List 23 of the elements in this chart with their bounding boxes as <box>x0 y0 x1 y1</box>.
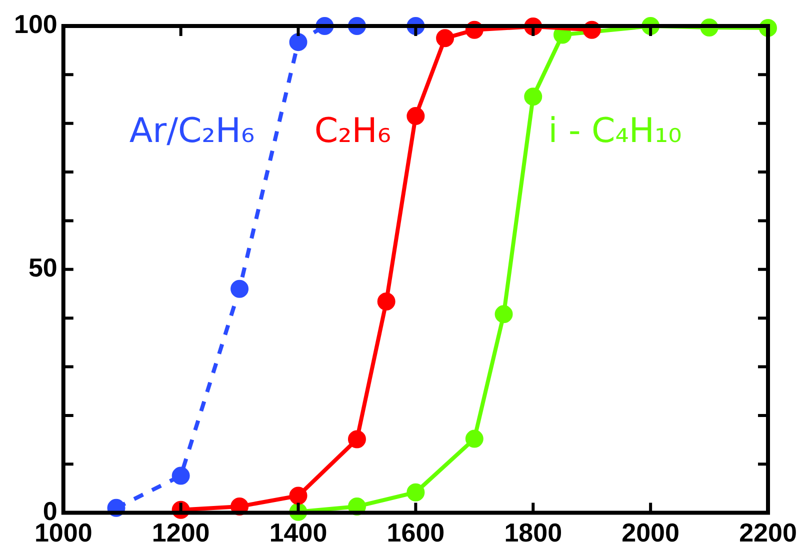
x-tick-label: 1200 <box>152 518 210 548</box>
point <box>524 88 542 106</box>
y-tick-label: 100 <box>14 9 58 40</box>
point <box>406 107 425 126</box>
series-label: C₂H₆ <box>314 110 391 151</box>
point <box>465 430 484 448</box>
point <box>377 292 396 311</box>
y-tick-label: 50 <box>28 252 58 283</box>
x-tick-label: 2000 <box>622 518 680 548</box>
series-label: Ar/C₂H₆ <box>129 110 255 151</box>
point <box>230 280 249 298</box>
x-tick-label: 2200 <box>739 518 797 548</box>
x-tick-label: 1400 <box>269 518 328 548</box>
point <box>406 483 425 502</box>
point <box>494 305 513 324</box>
x-tick-label: 1800 <box>504 518 562 548</box>
point <box>289 486 308 505</box>
point <box>436 29 454 48</box>
point <box>348 430 366 448</box>
point <box>172 466 190 485</box>
series-label: i - C₄H₁₀ <box>548 110 682 151</box>
point <box>289 33 308 52</box>
x-tick-label: 1600 <box>386 518 445 548</box>
